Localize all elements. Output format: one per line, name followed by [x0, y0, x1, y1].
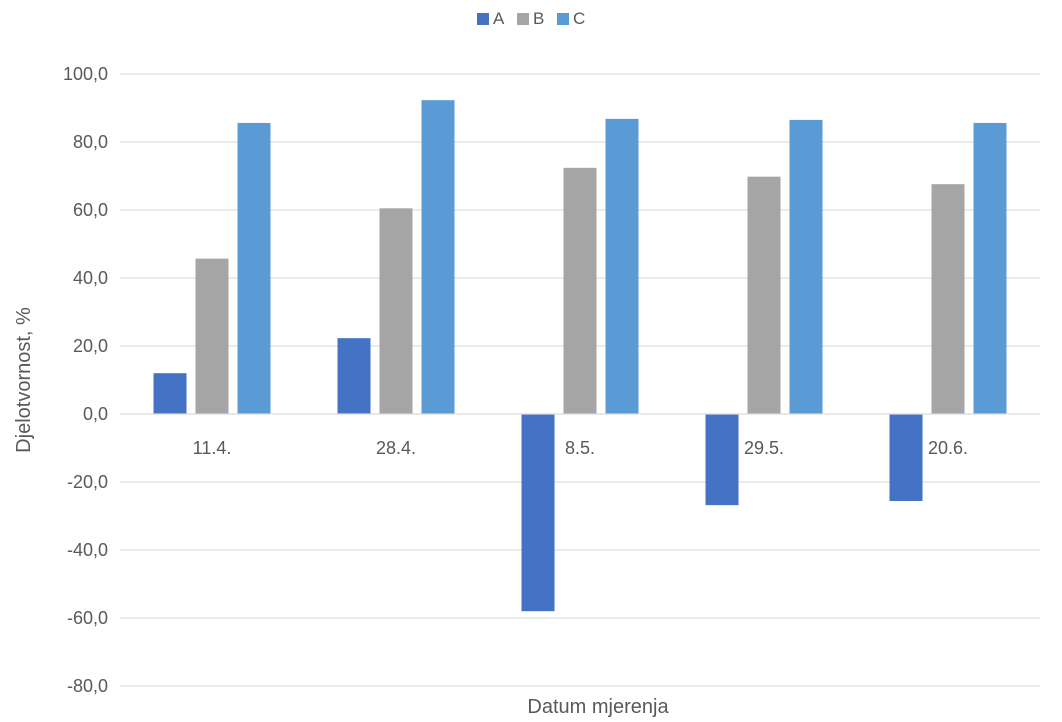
- bar-A-0: [153, 373, 187, 414]
- bar-B-1: [379, 208, 413, 414]
- y-tick-labels: 100,0 80,0 60,0 40,0 20,0 0,0 -20,0 -40,0 -60,0 -…: [63, 64, 108, 696]
- x-tick-label: 29.5.: [744, 438, 784, 458]
- bar-A-4: [889, 414, 923, 502]
- bar-A-3: [705, 414, 739, 506]
- y-tick-label: 0,0: [83, 404, 108, 424]
- bar-C-0: [237, 122, 271, 415]
- bars: [153, 100, 1007, 612]
- bar-C-3: [789, 119, 823, 415]
- x-axis-title: Datum mjerenja: [527, 696, 669, 718]
- bar-A-2: [521, 414, 555, 612]
- y-tick-label: 60,0: [73, 200, 108, 220]
- legend-label-B: B: [533, 9, 544, 28]
- y-tick-label: -80,0: [67, 676, 108, 696]
- bar-B-3: [747, 176, 781, 414]
- category-labels: 11.4. 28.4. 8.5. 29.5. 20.6.: [193, 438, 968, 458]
- x-tick-label: 8.5.: [565, 438, 595, 458]
- bar-C-1: [421, 100, 455, 415]
- legend-label-A: A: [493, 9, 505, 28]
- bar-B-4: [931, 184, 965, 414]
- y-tick-label: 40,0: [73, 268, 108, 288]
- legend-swatch-B: [517, 13, 529, 25]
- bar-C-2: [605, 118, 639, 414]
- bar-B-0: [195, 258, 229, 414]
- legend-label-C: C: [573, 9, 585, 28]
- y-tick-label: 80,0: [73, 132, 108, 152]
- x-tick-label: 11.4.: [193, 438, 232, 458]
- y-tick-label: -40,0: [67, 540, 108, 560]
- legend-swatch-C: [557, 13, 569, 25]
- bar-B-2: [563, 167, 597, 414]
- legend: A B C: [477, 9, 585, 28]
- legend-swatch-A: [477, 13, 489, 25]
- y-tick-label: 100,0: [63, 64, 108, 84]
- x-tick-label: 28.4.: [376, 438, 416, 458]
- x-tick-label: 20.6.: [928, 438, 968, 458]
- y-axis-title: Djelotvornost, %: [13, 307, 35, 453]
- y-tick-label: -60,0: [67, 608, 108, 628]
- y-tick-label: -20,0: [67, 472, 108, 492]
- bar-C-4: [973, 122, 1007, 415]
- bar-A-1: [337, 338, 371, 414]
- y-tick-label: 20,0: [73, 336, 108, 356]
